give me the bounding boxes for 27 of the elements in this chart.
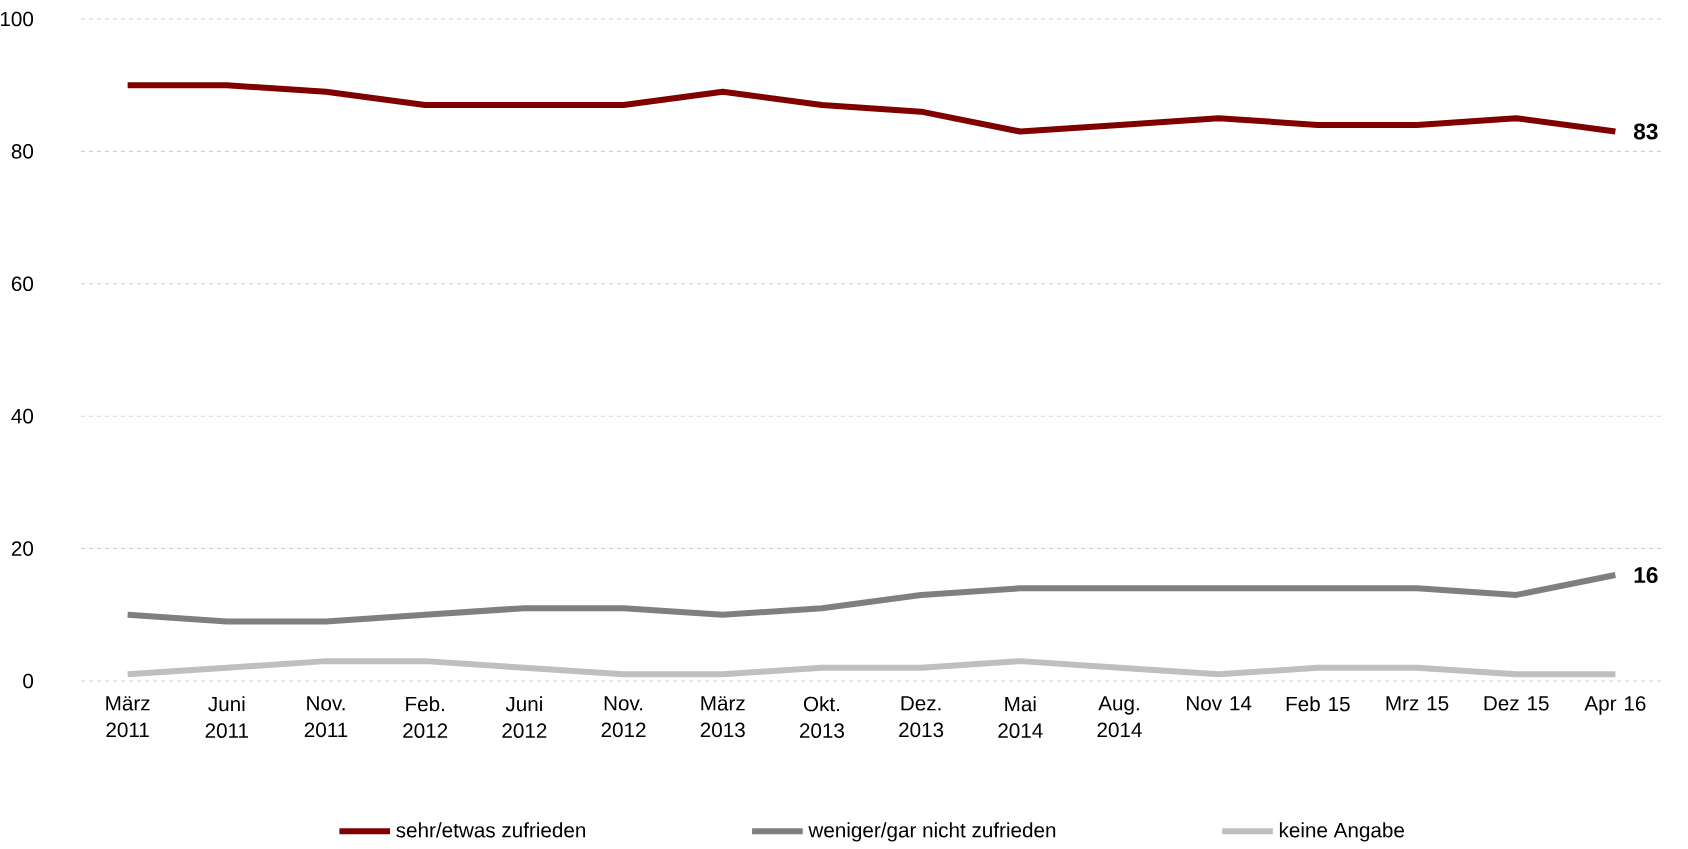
- x-tick-label: Nov. 2012: [601, 696, 646, 738]
- x-tick-label: Mrz 15: [1386, 696, 1449, 711]
- data-label: 83: [1633, 123, 1658, 140]
- x-tick-label: Juni 2011: [205, 696, 249, 738]
- x-tick-label: Juni 2012: [502, 696, 547, 738]
- x-tick-label: Dez 15: [1484, 696, 1549, 711]
- y-tick-label: 60: [11, 276, 34, 292]
- legend-label: weniger/gar nicht zufrieden: [808, 822, 1056, 842]
- x-tick-label: Nov 14: [1187, 696, 1252, 711]
- y-tick-label: 80: [11, 144, 34, 159]
- x-tick-label: Dez. 2013: [899, 696, 944, 738]
- x-tick-label: Aug. 2014: [1097, 696, 1142, 738]
- legend-label: keine Angabe: [1279, 822, 1404, 842]
- legend-label: sehr/etwas zufrieden: [396, 822, 586, 838]
- y-tick-label: 40: [11, 408, 34, 424]
- y-tick-label: 100: [0, 11, 34, 27]
- x-tick-label: Apr 16: [1584, 696, 1646, 715]
- x-tick-label: Mai 2014: [998, 696, 1043, 738]
- y-tick-label: 0: [23, 673, 34, 689]
- x-tick-label: März 2013: [700, 696, 745, 738]
- x-tick-label: Okt. 2013: [799, 696, 844, 738]
- x-tick-label: Feb. 2012: [403, 696, 448, 738]
- x-tick-label: März 2011: [106, 696, 150, 738]
- data-label: 16: [1634, 567, 1658, 584]
- x-tick-label: Feb 15: [1286, 696, 1350, 712]
- x-tick-label: Nov. 2011: [304, 696, 348, 738]
- y-tick-label: 20: [11, 541, 34, 556]
